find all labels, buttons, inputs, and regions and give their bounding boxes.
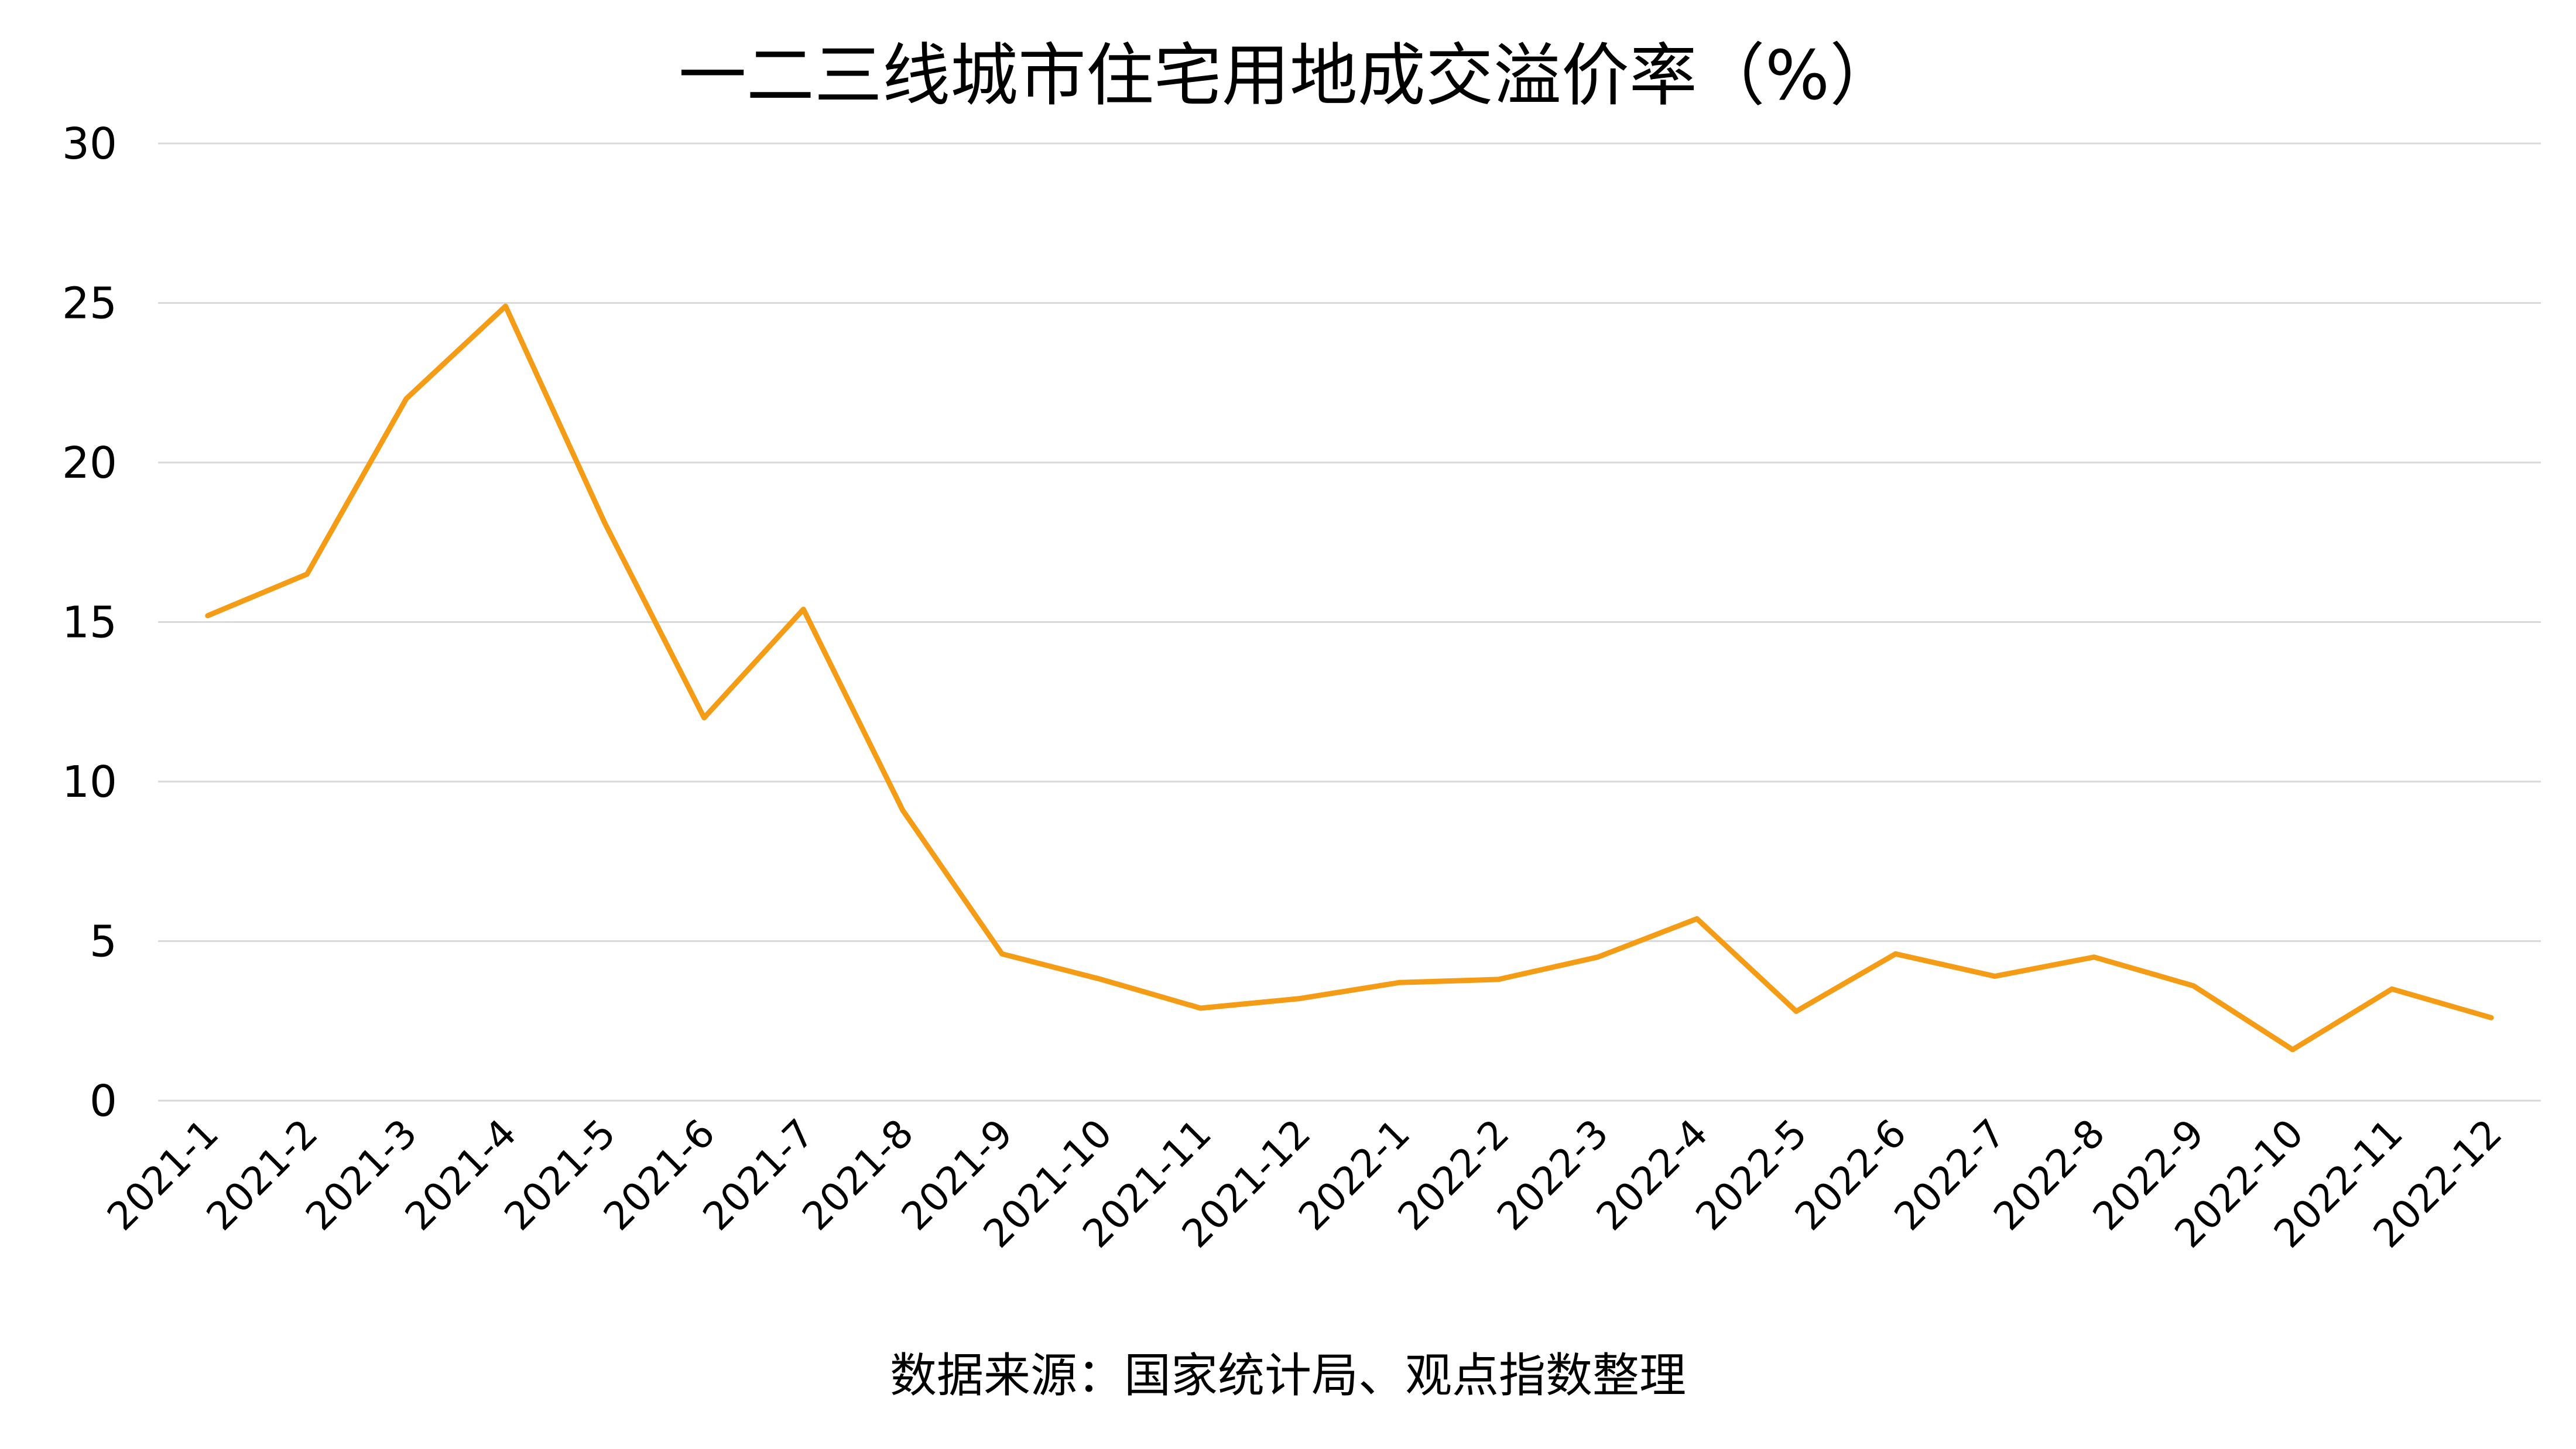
x-tick-label: 2022-7 (1886, 1111, 2015, 1239)
x-tick-label: 2022-2 (1389, 1111, 1518, 1239)
y-tick-label: 20 (62, 438, 117, 488)
series-layer (205, 303, 2494, 1053)
y-tick-label: 30 (62, 119, 117, 169)
x-tick-label: 2022-3 (1489, 1111, 1618, 1239)
grid-layer (158, 142, 2541, 1102)
y-tick-label: 25 (62, 279, 117, 329)
y-tick-label: 0 (90, 1076, 117, 1126)
x-tick-label: 2021-5 (496, 1111, 625, 1239)
y-tick-label: 5 (90, 917, 117, 967)
x-tick-label: 2021-2 (198, 1111, 327, 1239)
x-tick-label: 2021-6 (595, 1111, 724, 1239)
series-line (205, 303, 2494, 1053)
x-tick-label: 2021-1 (98, 1111, 227, 1239)
x-tick-label: 2022-1 (1290, 1111, 1419, 1239)
x-tick-label: 2022-5 (1687, 1111, 1816, 1239)
x-axis-ticks: 2021-12021-22021-32021-42021-52021-62021… (98, 1111, 2510, 1256)
source-note: 数据来源：国家统计局、观点指数整理 (890, 1348, 1686, 1403)
x-tick-label: 2021-4 (396, 1111, 525, 1239)
x-tick-label: 2021-3 (297, 1111, 426, 1239)
y-axis-ticks: 0 5 10 15 20 25 30 (62, 119, 117, 1126)
y-tick-label: 15 (62, 598, 117, 648)
x-tick-label: 2022-6 (1786, 1111, 1915, 1239)
x-tick-label: 2022-4 (1588, 1111, 1717, 1239)
x-tick-label: 2022-8 (1985, 1111, 2113, 1239)
chart-title: 一二三线城市住宅用地成交溢价率（%） (678, 36, 1898, 115)
x-tick-label: 2021-7 (694, 1111, 823, 1239)
x-tick-label: 2021-8 (793, 1111, 922, 1239)
y-tick-label: 10 (62, 757, 117, 807)
